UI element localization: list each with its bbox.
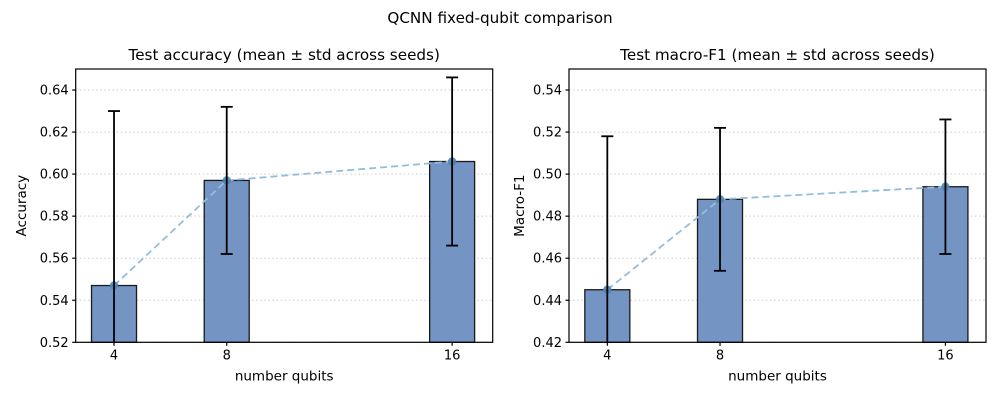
- y-tick-label: 0.54: [40, 294, 69, 309]
- x-tick-label: 4: [110, 348, 118, 363]
- subplot-title: Test accuracy (mean ± std across seeds): [128, 46, 440, 64]
- x-tick-label: 16: [937, 348, 954, 363]
- y-tick-label: 0.50: [533, 168, 562, 183]
- x-axis-label: number qubits: [728, 368, 827, 384]
- y-tick-label: 0.60: [40, 168, 69, 183]
- subplot-title: Test macro-F1 (mean ± std across seeds): [619, 46, 935, 64]
- y-axis-label: Macro-F1: [512, 174, 528, 236]
- x-tick-label: 8: [716, 348, 724, 363]
- y-tick-label: 0.52: [533, 126, 562, 141]
- y-tick-label: 0.44: [533, 294, 562, 309]
- y-axis-label: Accuracy: [14, 175, 30, 237]
- mean-trend-line: [113, 160, 453, 287]
- y-tick-label: 0.46: [533, 252, 562, 267]
- y-tick-label: 0.62: [40, 126, 69, 141]
- y-tick-label: 0.48: [533, 210, 562, 225]
- y-tick-label: 0.42: [533, 336, 562, 351]
- y-tick-label: 0.56: [40, 252, 69, 267]
- macro-f1-subplot: 0.42 0.44 0.46 0.48 0.50 0.52 0.54 4 8 16 number q…: [512, 46, 987, 384]
- x-tick-label: 8: [223, 348, 231, 363]
- axes-frame: [568, 68, 987, 343]
- figure-title: QCNN fixed-qubit comparison: [387, 9, 613, 27]
- x-tick-label: 16: [444, 348, 461, 363]
- y-tick-label: 0.52: [40, 336, 69, 351]
- y-tick-label: 0.58: [40, 210, 69, 225]
- mean-trend-line: [606, 185, 946, 291]
- x-axis-label: number qubits: [235, 368, 334, 384]
- y-tick-label: 0.64: [40, 84, 69, 99]
- x-tick-label: 4: [603, 348, 611, 363]
- axes-frame: [75, 68, 494, 343]
- accuracy-subplot: 0.52 0.54 0.56 0.58 0.60 0.62 0.64 4 8 16 number q…: [14, 46, 494, 384]
- y-tick-label: 0.54: [533, 84, 562, 99]
